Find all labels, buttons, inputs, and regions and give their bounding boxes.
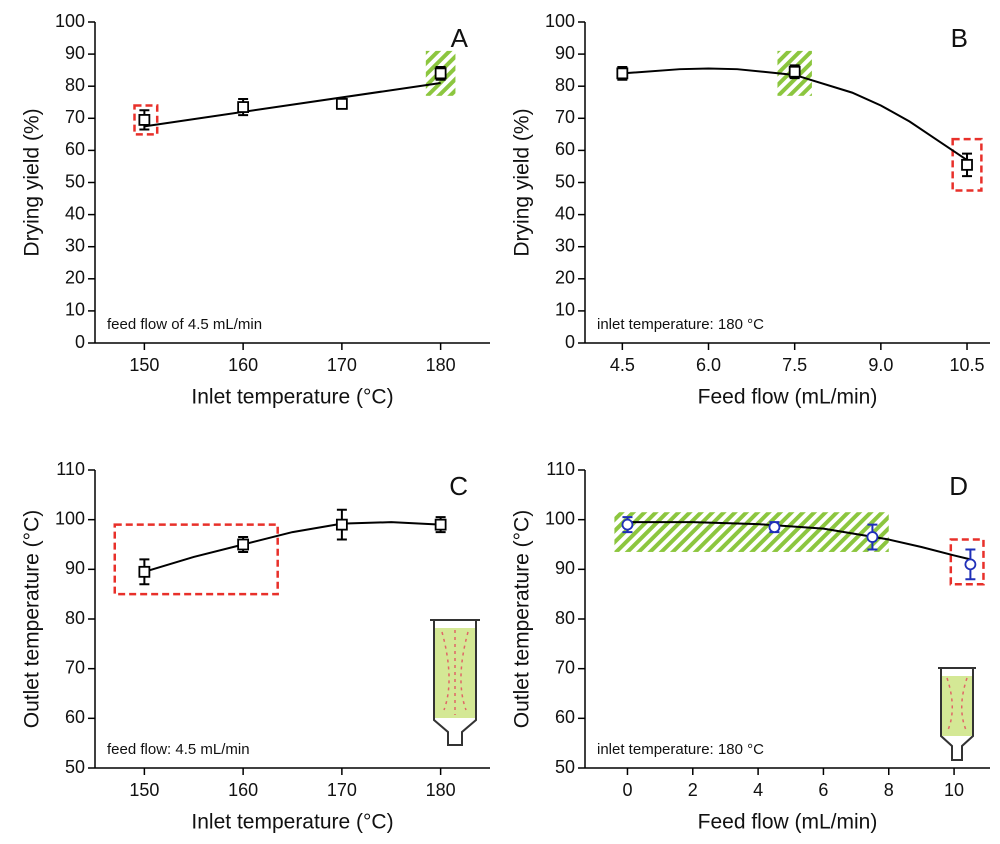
y-tick-label: 0: [75, 332, 85, 352]
y-tick-label: 30: [65, 235, 85, 255]
y-tick-label: 60: [555, 139, 575, 159]
fit-curve: [627, 521, 971, 561]
y-tick-label: 60: [65, 139, 85, 159]
x-axis-label: Inlet temperature (°C): [191, 811, 393, 834]
y-tick-label: 20: [65, 268, 85, 288]
y-tick-label: 60: [65, 707, 85, 727]
x-axis-label: Feed flow (mL/min): [698, 386, 878, 409]
x-tick-label: 8: [884, 780, 894, 800]
annotation: inlet temperature: 180 °C: [597, 316, 764, 333]
y-tick-label: 100: [545, 508, 575, 528]
x-tick-label: 150: [129, 355, 159, 375]
x-tick-label: 180: [426, 780, 456, 800]
x-tick-label: 2: [688, 780, 698, 800]
x-tick-label: 9.0: [868, 355, 893, 375]
x-tick-label: 150: [129, 780, 159, 800]
y-tick-label: 100: [55, 11, 85, 31]
panel-letter: C: [449, 471, 468, 501]
dryer-icon: [938, 667, 976, 761]
highlight-box: [951, 137, 983, 192]
y-tick-label: 60: [555, 707, 575, 727]
data-point: [866, 531, 879, 543]
y-tick-label: 70: [65, 107, 85, 127]
y-tick-label: 100: [55, 508, 85, 528]
y-axis-label: Drying yield (%): [21, 108, 44, 256]
y-tick-label: 40: [555, 203, 575, 223]
fit-curve: [144, 521, 441, 573]
annotation: feed flow: 4.5 mL/min: [107, 741, 250, 758]
y-tick-label: 0: [565, 332, 575, 352]
x-tick-label: 7.5: [782, 355, 807, 375]
dryer-icon: [430, 619, 480, 746]
x-tick-label: 170: [327, 780, 357, 800]
y-tick-label: 10: [555, 300, 575, 320]
y-tick-label: 20: [555, 268, 575, 288]
x-tick-label: 10: [944, 780, 964, 800]
x-axis-label: Inlet temperature (°C): [191, 386, 393, 409]
y-tick-label: 90: [555, 558, 575, 578]
data-point: [961, 158, 973, 171]
x-tick-label: 4: [753, 780, 763, 800]
data-point: [964, 558, 977, 571]
y-tick-label: 50: [555, 171, 575, 191]
data-point: [335, 97, 348, 110]
y-tick-label: 110: [56, 459, 85, 479]
y-tick-label: 80: [555, 75, 575, 95]
y-tick-label: 110: [546, 459, 575, 479]
y-tick-label: 50: [65, 171, 85, 191]
y-tick-label: 80: [65, 75, 85, 95]
annotation: feed flow of 4.5 mL/min: [107, 316, 262, 333]
y-tick-label: 90: [65, 43, 85, 63]
y-tick-label: 30: [555, 235, 575, 255]
x-tick-label: 6: [818, 780, 828, 800]
fit-curve: [622, 67, 968, 161]
highlight-box: [133, 104, 159, 136]
data-point: [237, 101, 250, 113]
y-tick-label: 100: [545, 11, 575, 31]
y-tick-label: 10: [65, 300, 85, 320]
x-tick-label: 10.5: [949, 355, 984, 375]
data-point: [434, 67, 447, 80]
highlight-box: [113, 523, 279, 596]
data-point: [616, 67, 629, 80]
data-point: [138, 565, 151, 578]
data-point: [335, 518, 348, 531]
y-tick-label: 70: [555, 107, 575, 127]
data-point: [434, 518, 447, 531]
y-tick-label: 50: [65, 757, 85, 777]
data-point: [621, 518, 634, 531]
x-tick-label: 4.5: [610, 355, 635, 375]
x-tick-label: 170: [327, 355, 357, 375]
panel-letter: D: [949, 471, 968, 501]
x-tick-label: 160: [228, 355, 258, 375]
x-tick-label: 0: [622, 780, 632, 800]
y-tick-label: 90: [65, 558, 85, 578]
x-tick-label: 160: [228, 780, 258, 800]
data-point: [138, 114, 151, 126]
fit-curve: [144, 82, 441, 128]
panel-letter: B: [951, 23, 968, 53]
annotation: inlet temperature: 180 °C: [597, 741, 764, 758]
data-point: [237, 538, 250, 551]
x-tick-label: 180: [426, 355, 456, 375]
panel-letter: A: [451, 23, 469, 53]
data-point: [768, 521, 781, 534]
highlight-box: [949, 538, 985, 586]
y-axis-label: Outlet temperature (°C): [21, 510, 44, 728]
x-tick-label: 6.0: [696, 355, 721, 375]
y-tick-label: 80: [555, 608, 575, 628]
x-axis-label: Feed flow (mL/min): [698, 811, 878, 834]
y-axis-label: Outlet temperature (°C): [511, 510, 534, 728]
y-tick-label: 80: [65, 608, 85, 628]
y-tick-label: 50: [555, 757, 575, 777]
y-tick-label: 40: [65, 203, 85, 223]
data-point: [788, 65, 801, 78]
y-tick-label: 70: [555, 657, 575, 677]
y-axis-label: Drying yield (%): [511, 108, 534, 256]
y-tick-label: 90: [555, 43, 575, 63]
y-tick-label: 70: [65, 657, 85, 677]
